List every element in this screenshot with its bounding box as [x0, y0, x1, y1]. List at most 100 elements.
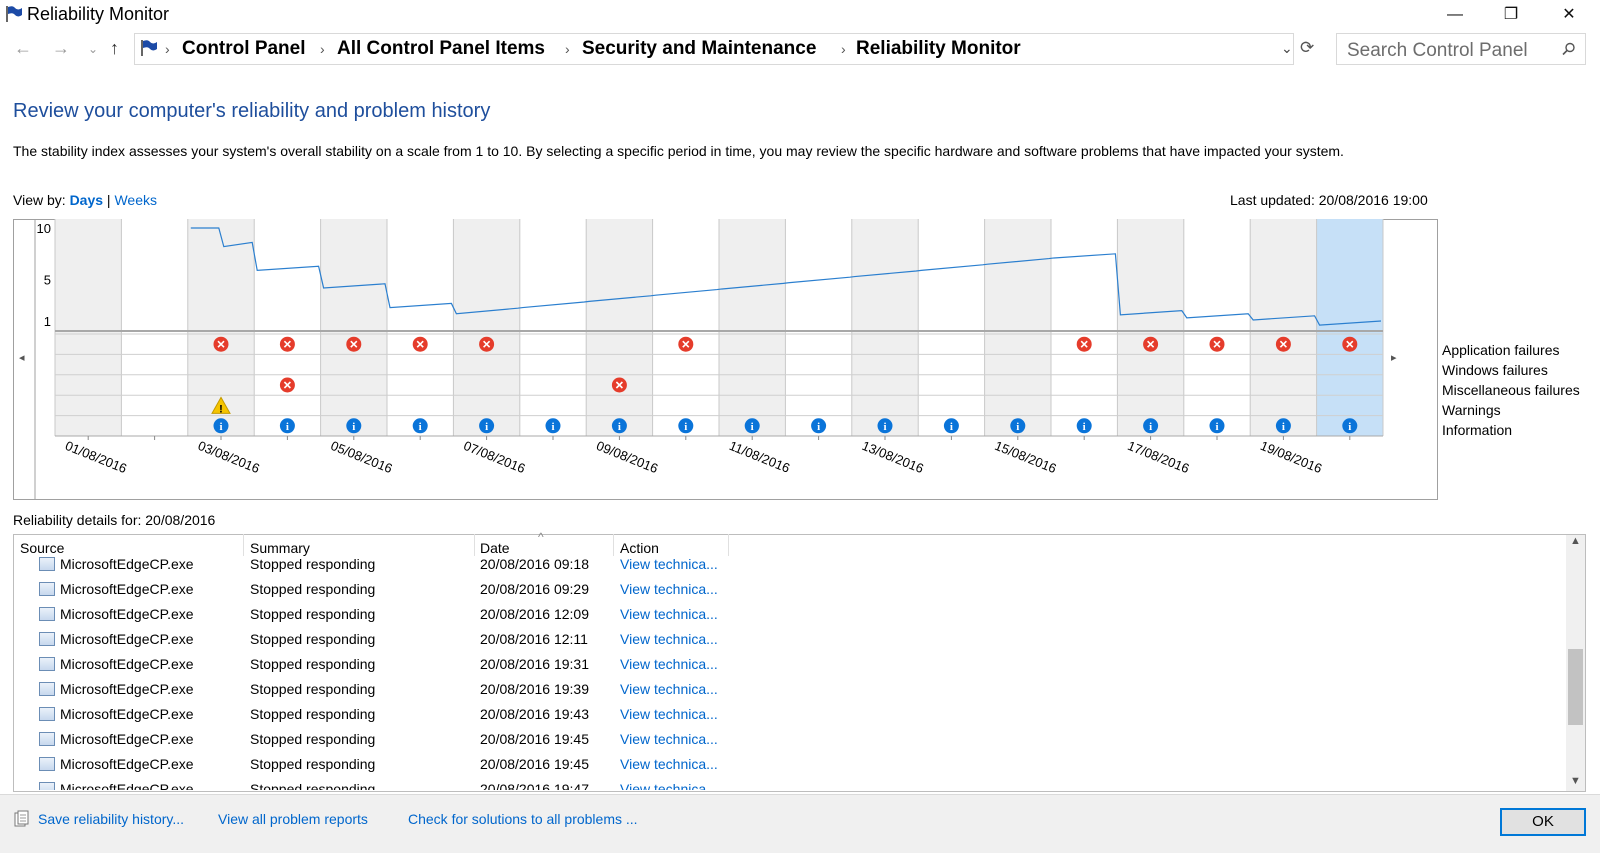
information-icon[interactable]: [346, 418, 362, 434]
column-header-date[interactable]: Date: [480, 540, 510, 556]
information-icon[interactable]: [1010, 418, 1026, 434]
information-icon[interactable]: [678, 418, 694, 434]
action-link[interactable]: View technica...: [620, 606, 718, 622]
action-link[interactable]: View technica...: [620, 556, 718, 572]
search-input[interactable]: Search Control Panel: [1347, 40, 1528, 61]
day-column[interactable]: [851, 219, 919, 436]
day-column[interactable]: [652, 219, 719, 436]
column-divider[interactable]: [728, 534, 729, 556]
column-divider[interactable]: [613, 534, 614, 556]
column-divider[interactable]: [243, 534, 244, 556]
day-column[interactable]: [320, 219, 387, 436]
view-days-link[interactable]: Days: [69, 192, 104, 208]
breadcrumb-reliability[interactable]: Reliability Monitor: [856, 38, 1021, 59]
check-solutions-link[interactable]: Check for solutions to all problems ...: [408, 811, 638, 827]
day-column[interactable]: [586, 219, 653, 436]
column-header-action[interactable]: Action: [620, 540, 659, 556]
breadcrumb-security[interactable]: Security and Maintenance: [582, 38, 817, 59]
minimize-button[interactable]: —: [1447, 6, 1463, 23]
scroll-down-icon[interactable]: ▼: [1570, 775, 1581, 787]
information-icon[interactable]: [545, 418, 561, 434]
day-column[interactable]: [387, 219, 454, 436]
information-icon[interactable]: [877, 418, 893, 434]
forward-arrow-icon[interactable]: →: [52, 38, 70, 58]
column-header-summary[interactable]: Summary: [250, 540, 310, 556]
refresh-icon[interactable]: ⟳: [1300, 38, 1315, 57]
day-column[interactable]: [254, 219, 321, 436]
chart-scroll-left-icon[interactable]: ◂: [19, 352, 25, 364]
view-weeks-link[interactable]: Weeks: [114, 192, 157, 208]
information-icon[interactable]: [412, 418, 428, 434]
column-divider[interactable]: [474, 534, 475, 556]
information-glyph: i: [1282, 421, 1285, 433]
day-column[interactable]: [918, 219, 985, 436]
information-icon[interactable]: [611, 418, 627, 434]
day-column[interactable]: [55, 219, 122, 436]
table-row[interactable]: MicrosoftEdgeCP.exe Stopped responding 20/…: [14, 677, 1564, 702]
view-all-reports-link[interactable]: View all problem reports: [218, 811, 368, 827]
restore-button[interactable]: ❐: [1503, 6, 1519, 23]
warning-icon[interactable]: [211, 396, 231, 414]
breadcrumb-control-panel[interactable]: Control Panel: [182, 38, 306, 59]
day-column[interactable]: [785, 219, 852, 436]
information-icon[interactable]: [811, 418, 827, 434]
recent-locations-icon[interactable]: ⌄: [88, 42, 99, 56]
action-link[interactable]: View technica...: [620, 706, 718, 722]
table-row[interactable]: MicrosoftEdgeCP.exe Stopped responding 20/…: [14, 556, 1564, 577]
action-link[interactable]: View technica...: [620, 656, 718, 672]
ok-button[interactable]: OK: [1500, 808, 1586, 836]
table-row[interactable]: MicrosoftEdgeCP.exe Stopped responding 20/…: [14, 752, 1564, 777]
action-link[interactable]: View technica...: [620, 781, 718, 790]
scrollbar[interactable]: ▲ ▼: [1566, 535, 1585, 791]
search-icon[interactable]: [1562, 42, 1576, 56]
day-column[interactable]: [1250, 219, 1317, 436]
day-column[interactable]: [1051, 219, 1118, 436]
information-icon[interactable]: [1209, 418, 1225, 434]
reliability-chart[interactable]: 10 5 1 ◂ ▸! i i i i i i i i i i i i i i i i i i 01/08/2016 03/08…: [13, 219, 1438, 500]
chart-scroll-right-icon[interactable]: ▸: [1391, 352, 1397, 364]
day-column[interactable]: [719, 219, 786, 436]
view-separator: |: [106, 192, 111, 208]
day-column[interactable]: [984, 219, 1051, 436]
up-arrow-icon[interactable]: ↑: [110, 38, 119, 58]
day-column[interactable]: [1183, 219, 1251, 436]
information-icon[interactable]: [1342, 418, 1358, 434]
table-row[interactable]: MicrosoftEdgeCP.exe Stopped responding 20/…: [14, 702, 1564, 727]
action-link[interactable]: View technica...: [620, 681, 718, 697]
breadcrumb-all-items[interactable]: All Control Panel Items: [337, 38, 545, 59]
table-row[interactable]: MicrosoftEdgeCP.exe Stopped responding 20/…: [14, 627, 1564, 652]
address-dropdown-icon[interactable]: ⌄: [1281, 40, 1293, 56]
scroll-up-icon[interactable]: ▲: [1570, 535, 1581, 547]
table-row[interactable]: MicrosoftEdgeCP.exe Stopped responding 20/…: [14, 577, 1564, 602]
information-icon[interactable]: [1275, 418, 1291, 434]
action-link[interactable]: View technica...: [620, 731, 718, 747]
information-icon[interactable]: [943, 418, 959, 434]
table-row[interactable]: MicrosoftEdgeCP.exe Stopped responding 20/…: [14, 602, 1564, 627]
action-link[interactable]: View technica...: [620, 631, 718, 647]
day-column[interactable]: [1316, 219, 1383, 436]
save-history-link[interactable]: Save reliability history...: [38, 811, 185, 827]
information-icon[interactable]: [479, 418, 495, 434]
day-column[interactable]: [121, 219, 188, 436]
date-cell: 20/08/2016 19:45: [480, 756, 589, 772]
scrollbar-thumb[interactable]: [1568, 649, 1583, 725]
search-box[interactable]: [1336, 33, 1586, 65]
action-link[interactable]: View technica...: [620, 581, 718, 597]
information-icon[interactable]: [213, 418, 229, 434]
close-button[interactable]: ✕: [1562, 6, 1576, 23]
table-row[interactable]: MicrosoftEdgeCP.exe Stopped responding 20/…: [14, 727, 1564, 752]
back-arrow-icon[interactable]: ←: [14, 38, 32, 58]
information-icon[interactable]: [1076, 418, 1092, 434]
day-column[interactable]: [1117, 219, 1184, 436]
action-link[interactable]: View technica...: [620, 756, 718, 772]
information-icon[interactable]: [744, 418, 760, 434]
address-bar[interactable]: [134, 33, 1294, 65]
day-column[interactable]: [519, 219, 587, 436]
column-header-source[interactable]: Source: [20, 540, 65, 556]
day-column[interactable]: [453, 219, 520, 436]
application-icon: [39, 557, 55, 571]
information-icon[interactable]: [279, 418, 295, 434]
table-row[interactable]: MicrosoftEdgeCP.exe Stopped responding 20/…: [14, 652, 1564, 677]
table-row[interactable]: MicrosoftEdgeCP.exe Stopped responding 20/…: [14, 777, 1564, 790]
information-icon[interactable]: [1143, 418, 1159, 434]
